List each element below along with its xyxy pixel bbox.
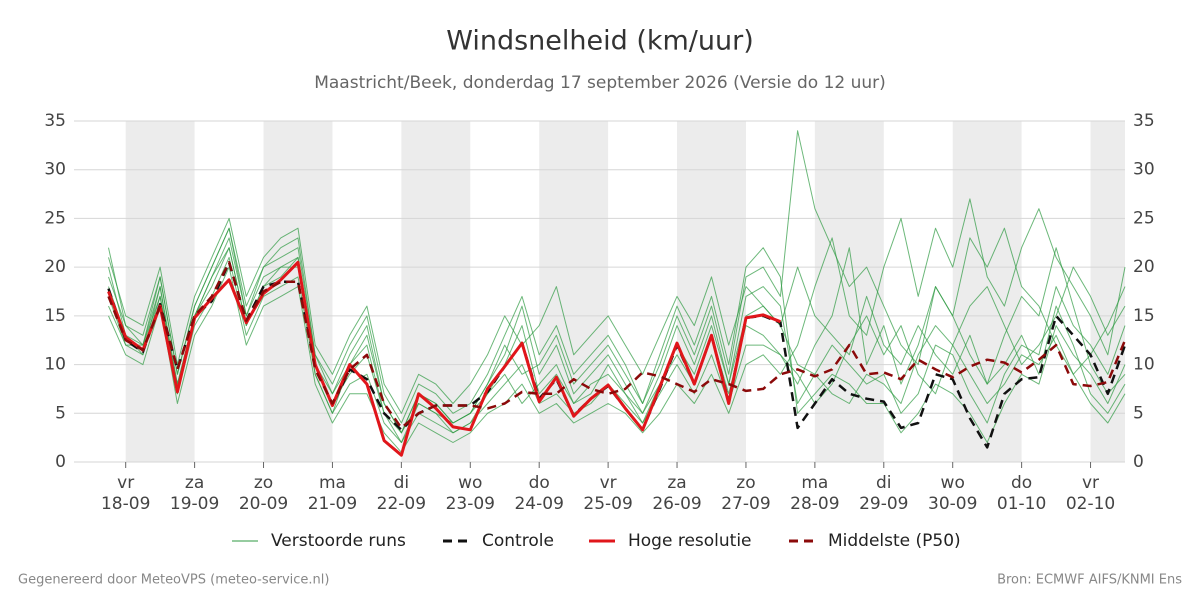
x-tick-day: vr [117,473,134,493]
series-line [107,260,781,457]
y2-tick-label: 30 [1133,160,1155,180]
series-line [107,261,1127,430]
chart-subtitle: Maastricht/Beek, donderdag 17 september … [314,73,886,93]
y-tick-label: 0 [55,452,66,472]
ensemble-line [108,247,1126,443]
y2-tick-label: 25 [1133,208,1155,228]
legend-label: Verstoorde runs [271,531,406,551]
ensemble-line [108,237,1126,434]
x-tick-label: 29-09 [859,494,908,514]
ensemble-line [108,247,1126,434]
day-shade [814,121,884,462]
x-tick-day: do [1011,473,1032,493]
x-tick-day: wo [941,473,965,493]
x-tick-label: 23-09 [446,494,495,514]
x-tick-day: do [529,473,550,493]
legend-label: Middelste (P50) [828,531,961,551]
y-tick-label: 15 [44,306,66,326]
day-shade [1090,121,1125,462]
y-tick-label: 25 [44,208,66,228]
ensemble-line [108,198,1126,453]
y2-tick-label: 5 [1133,403,1144,423]
x-tick-day: zo [254,473,273,493]
day-shade [401,121,471,462]
x-tick-label: 28-09 [790,494,839,514]
y-tick-label: 5 [55,403,66,423]
day-shade [539,121,609,462]
ensemble-line [108,130,1126,434]
chart-title: Windsnelheid (km/uur) [446,26,754,57]
y2-tick-label: 15 [1133,306,1155,326]
x-tick-label: 02-10 [1066,494,1115,514]
x-tick-label: 22-09 [377,494,426,514]
x-tick-label: 30-09 [928,494,977,514]
y-tick-label: 35 [44,111,66,131]
footer-right: Bron: ECMWF AIFS/KNMI Ens [997,573,1182,588]
x-tick-day: zo [736,473,755,493]
x-tick-day: ma [319,473,346,493]
legend-label: Hoge resolutie [628,531,752,551]
y2-tick-label: 35 [1133,111,1155,131]
x-tick-day: ma [801,473,828,493]
x-tick-day: za [667,473,686,493]
footer-left: Gegenereerd door MeteoVPS (meteo-service… [18,573,329,588]
x-tick-label: 01-10 [997,494,1046,514]
x-tick-day: di [876,473,892,493]
x-tick-label: 24-09 [514,494,563,514]
x-tick-label: 27-09 [721,494,770,514]
y2-tick-label: 10 [1133,355,1155,375]
x-tick-label: 21-09 [308,494,357,514]
x-tick-day: vr [600,473,617,493]
ensemble-line [108,247,1126,443]
x-tick-day: di [394,473,410,493]
x-tick-label: 19-09 [170,494,219,514]
x-tick-day: wo [458,473,482,493]
legend-label: Controle [482,531,554,551]
y-tick-label: 30 [44,160,66,180]
y-tick-label: 20 [44,257,66,277]
day-shade [125,121,195,462]
x-tick-label: 18-09 [101,494,150,514]
day-shade [952,121,1022,462]
x-tick-label: 25-09 [583,494,632,514]
x-tick-day: za [185,473,204,493]
day-shade [263,121,333,462]
x-tick-day: vr [1082,473,1099,493]
x-tick-label: 26-09 [652,494,701,514]
y-tick-label: 10 [44,355,66,375]
x-tick-label: 20-09 [239,494,288,514]
y2-tick-label: 0 [1133,452,1144,472]
y2-tick-label: 20 [1133,257,1155,277]
ensemble-line [108,217,1126,414]
day-shade [677,121,746,462]
ensemble-line [108,227,1126,443]
